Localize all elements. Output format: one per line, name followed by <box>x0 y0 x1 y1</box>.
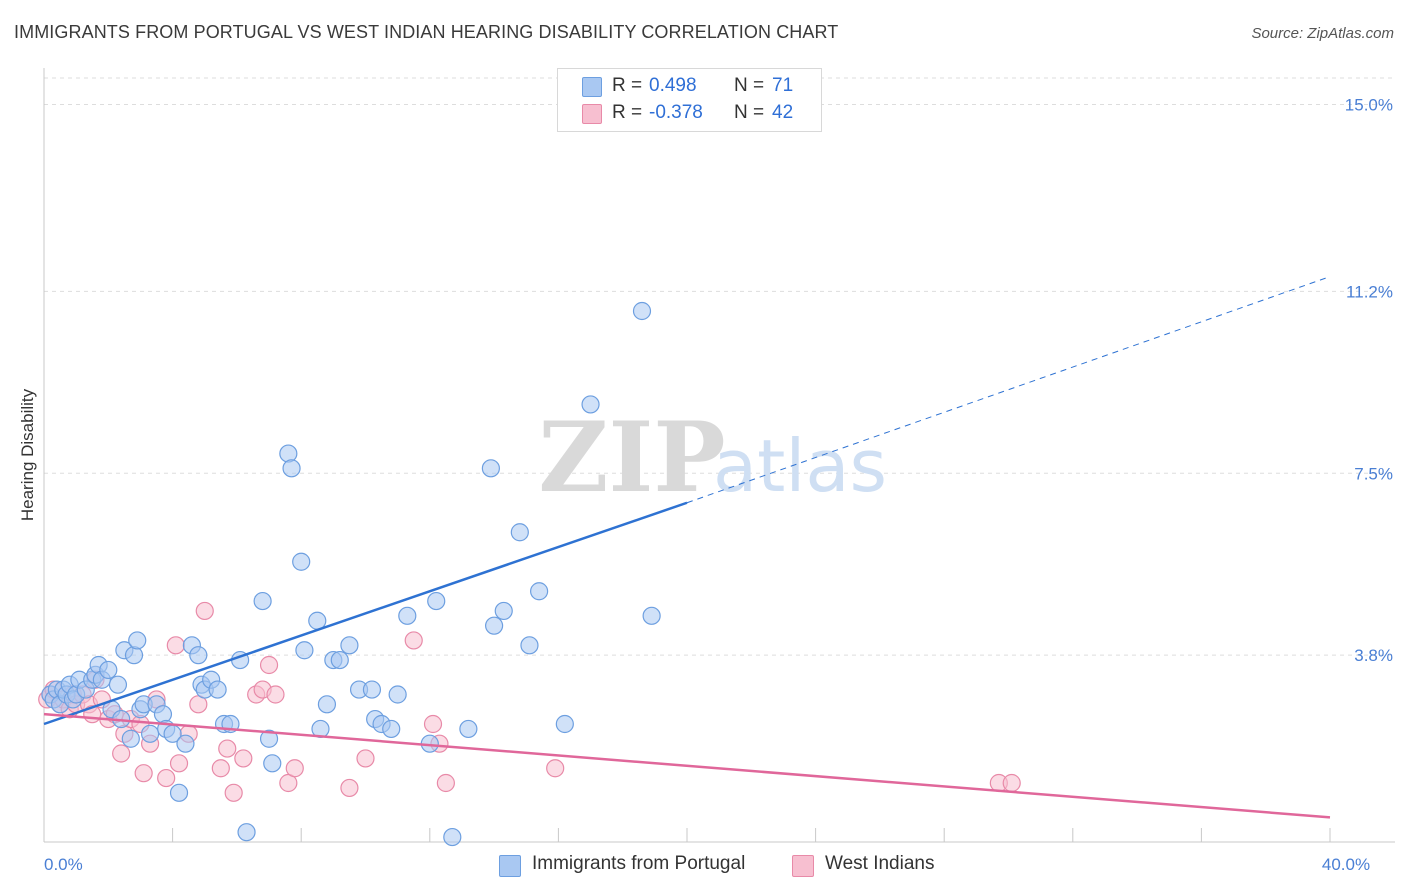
axes <box>43 68 1395 843</box>
point-portugal <box>382 719 401 739</box>
point-west-indians <box>224 783 243 802</box>
point-portugal <box>330 650 349 670</box>
point-portugal <box>124 646 144 665</box>
data-points <box>38 301 1021 847</box>
point-portugal <box>398 606 417 625</box>
point-portugal <box>121 729 140 748</box>
legend-label: West Indians <box>825 853 935 874</box>
point-portugal <box>169 783 189 802</box>
point-west-indians <box>157 768 176 788</box>
stats-swatch-west-indians <box>582 104 602 124</box>
point-west-indians <box>218 739 237 758</box>
point-portugal <box>459 719 478 739</box>
point-west-indians <box>356 749 375 768</box>
r-label: R = <box>612 75 643 96</box>
y-tick-label: 7.5% <box>1354 464 1393 483</box>
point-portugal <box>362 680 382 699</box>
point-west-indians <box>404 631 423 650</box>
point-portugal <box>427 591 446 611</box>
point-portugal <box>388 685 407 704</box>
point-portugal <box>99 660 118 680</box>
x-tick-label: 40.0% <box>1322 855 1370 874</box>
point-west-indians <box>266 685 285 704</box>
point-portugal <box>520 636 539 655</box>
tick-labels: 3.8% 7.5% 11.2% 15.0% 0.0% 40.0% <box>44 96 1393 875</box>
point-portugal <box>530 582 549 601</box>
n-label: N = <box>734 102 765 123</box>
point-portugal <box>632 301 652 321</box>
point-west-indians <box>195 601 214 621</box>
point-portugal <box>481 459 500 478</box>
r-value: 0.498 <box>649 75 697 96</box>
point-west-indians <box>436 773 455 793</box>
legend-swatch-portugal <box>499 855 521 877</box>
point-west-indians <box>1002 773 1021 793</box>
watermark: ZIP atlas <box>538 401 887 514</box>
point-west-indians <box>234 749 253 768</box>
legend-swatch-west-indians <box>792 855 814 877</box>
r-label: R = <box>612 102 643 123</box>
point-portugal <box>140 724 160 743</box>
point-west-indians <box>423 714 443 734</box>
point-portugal <box>237 823 256 842</box>
point-portugal <box>292 552 311 571</box>
y-tick-label: 3.8% <box>1354 646 1393 665</box>
legend-label: Immigrants from Portugal <box>532 853 746 874</box>
point-west-indians <box>211 759 230 778</box>
point-portugal <box>128 631 147 650</box>
point-portugal <box>555 714 574 734</box>
chart-title: IMMIGRANTS FROM PORTUGAL VS WEST INDIAN … <box>14 22 839 42</box>
x-tick-label: 0.0% <box>44 855 83 874</box>
trend-lines <box>43 276 1331 819</box>
r-value: -0.378 <box>649 102 703 123</box>
point-portugal <box>510 523 529 542</box>
watermark-atlas: atlas <box>713 424 887 508</box>
point-portugal <box>259 729 279 748</box>
point-portugal <box>153 705 173 724</box>
point-west-indians <box>340 778 359 798</box>
n-label: N = <box>734 75 765 96</box>
point-west-indians <box>166 636 185 655</box>
correlation-stats-box: R = 0.498 N = 71 R = -0.378 N = 42 <box>557 68 822 132</box>
point-west-indians <box>259 655 279 675</box>
point-west-indians <box>546 759 565 778</box>
y-tick-label: 11.2% <box>1346 282 1393 301</box>
point-portugal <box>279 444 298 463</box>
point-portugal <box>642 606 661 625</box>
point-portugal <box>282 459 301 478</box>
trend-line-portugal-extrapolated <box>686 276 1331 504</box>
point-portugal <box>494 601 513 621</box>
y-tick-label: 15.0% <box>1345 96 1393 115</box>
point-portugal <box>295 641 314 660</box>
point-west-indians <box>112 744 131 763</box>
point-portugal <box>485 616 504 635</box>
point-west-indians <box>285 759 304 778</box>
point-portugal <box>176 734 195 753</box>
point-portugal <box>317 695 337 714</box>
point-portugal <box>208 680 227 699</box>
point-west-indians <box>134 764 153 783</box>
point-portugal <box>263 754 282 773</box>
point-portugal <box>581 395 600 414</box>
point-portugal <box>340 636 359 655</box>
stats-swatch-portugal <box>582 77 602 97</box>
legend: Immigrants from Portugal West Indians <box>0 852 1406 878</box>
watermark-zip: ZIP <box>538 401 725 514</box>
n-value: 42 <box>772 102 794 123</box>
point-portugal <box>253 591 272 611</box>
n-value: 71 <box>772 75 794 96</box>
point-west-indians <box>169 754 189 773</box>
gridlines <box>44 77 1395 656</box>
point-portugal <box>108 675 128 694</box>
trend-line-west-indians <box>43 712 1331 819</box>
point-portugal <box>189 646 208 665</box>
point-portugal <box>443 827 462 847</box>
trend-line-portugal <box>43 501 688 726</box>
source-label: Source: ZipAtlas.com <box>1251 25 1394 42</box>
